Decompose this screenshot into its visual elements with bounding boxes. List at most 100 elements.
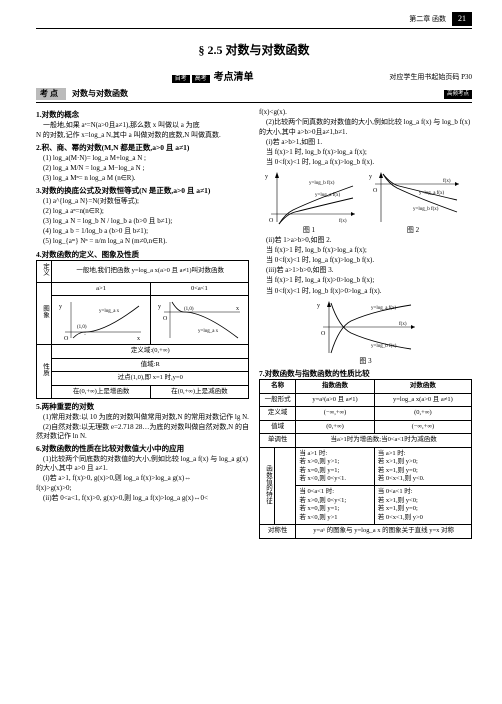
t2-r2a: 定义域 (260, 407, 296, 420)
divider (36, 28, 472, 29)
h3: 3.对数的换底公式及对数恒等式(N 是正数,a>0 且 a≠1) (36, 186, 249, 196)
tbl1-img-l: 图象 (40, 305, 48, 318)
r-p9: 当 f(x)>1 时, log_a f(x)>0>log_b f(x); (259, 276, 472, 285)
tbl1-def: 一般地,我们把函数 y=log_a x(a>0 且 a≠1)叫对数函数 (52, 261, 249, 282)
svg-text:x: x (137, 336, 140, 342)
charts-1-2: y O y=log_b f(x) y=log_a f(x) f(x) 图 1 y… (259, 168, 472, 235)
svg-text:y=log_a x: y=log_a x (198, 329, 219, 334)
tbl1-prop-l: 性质 (40, 363, 48, 376)
tbl1-range: 值域:R (52, 358, 249, 371)
tbl1-a1: a>1 (52, 282, 150, 295)
svg-text:O: O (373, 188, 378, 194)
t2-r6a: 对称性 (260, 525, 296, 538)
p6d: (ii)若 0<a<1, f(x)>0, g(x)>0,则 log_a f(x)… (36, 494, 249, 503)
t2-r5c: 当 a>1 时: 若 x>1,则 y>0; 若 x=1,则 y=0; 若 0<x… (374, 447, 471, 486)
p5b: (2)自然对数:以无理数 e=2.718 28…为底的对数叫做自然对数,N 的自… (36, 423, 249, 441)
r-p7: 当 0<f(x)<1 时, log_a f(x)>log_b f(x). (259, 256, 472, 265)
p3c: (3) log_a N = log_b N / log_b a (b>0 且 b… (36, 217, 249, 226)
t2-r5b: 当 a>1 时: 若 x>0,则 y>1; 若 x=0,则 y=1; 若 x<0… (296, 447, 374, 486)
chart-3-wrap: y O y=log_a f(x) y=log_b f(x) f(x) 图 3 (259, 297, 472, 366)
fig2-label: 图 2 (363, 226, 463, 235)
p3d: (4) log_a b = 1/log_b a (b>0 且 b≠1); (36, 227, 249, 236)
subtitle-text: 考点清单 (214, 72, 254, 83)
tbl1-a2: 0<a<1 (150, 282, 248, 295)
page-header: 第二章 函数 21 (36, 12, 472, 26)
chapter-label: 第二章 函数 (409, 15, 446, 24)
chart-3: y O y=log_a f(x) y=log_b f(x) f(x) 图 3 (311, 297, 421, 366)
left-column: 1.对数的概念 一般地,如果 aˣ=N(a>0且a≠1),那么数 x 叫做以 a… (36, 107, 249, 538)
svg-text:y=log_a f(x): y=log_a f(x) (315, 193, 341, 198)
p5a: (1)常用对数:以 10 为底的对数叫做常用对数,N 的常用对数记作 lg N. (36, 413, 249, 422)
h6: 6.对数函数的性质在比较对数值大小中的应用 (36, 444, 249, 454)
r-p6: 当 f(x)>1 时, log_b f(x)>log_a f(x); (259, 246, 472, 255)
svg-text:O: O (163, 316, 168, 322)
t2-r1c: y=log_a x(a>0 且 a≠1) (374, 393, 471, 406)
tbl1-def-l: 定义 (40, 263, 48, 276)
section-tab: 考 点 (36, 88, 66, 100)
h4: 4.对数函数的定义、图象及性质 (36, 250, 249, 260)
r-p4: 当 0<f(x)<1 时, log_a f(x)>log_b f(x). (259, 158, 472, 167)
p6b: (i)若 a>1, f(x)>0, g(x)>0,则 log_a f(x)>lo… (36, 474, 249, 483)
t2-r5e: 当 0<a<1 时: 若 x>1,则 y<0; 若 x=1,则 y=0; 若 0… (374, 486, 471, 525)
t2-r3b: (0,+∞) (296, 420, 374, 433)
content-columns: 1.对数的概念 一般地,如果 aˣ=N(a>0且a≠1),那么数 x 叫做以 a… (36, 107, 472, 538)
svg-text:y: y (158, 304, 161, 310)
fig3-label: 图 3 (311, 357, 421, 366)
p3b: (2) log_a aⁿ=n(n∈R); (36, 207, 249, 216)
svg-text:(1,0): (1,0) (77, 325, 87, 330)
svg-text:y=log_a x: y=log_a x (99, 309, 120, 314)
t2-r5a: 函数值的特征 (263, 465, 271, 504)
svg-text:y: y (59, 304, 62, 310)
t2-r1a: 一般形式 (260, 393, 296, 406)
t2-r4a: 单调性 (260, 434, 296, 447)
t2-r6b: y=aˣ 的图象与 y=log_a x 的图象关于直线 y=x 对称 (296, 525, 472, 538)
t2-r5d: 当 0<a<1 时: 若 x>0,则 0<y<1; 若 x=0,则 y=1; 若… (296, 486, 374, 525)
svg-text:O: O (269, 218, 274, 224)
svg-text:f(x): f(x) (339, 219, 347, 224)
p2a: (1) log_a(M·N)= log_a M+log_a N ; (36, 154, 249, 163)
r-p0: f(x)<g(x). (259, 108, 472, 117)
r-p1: (2)比较两个同真数的对数值的大小,例如比较 log_a f(x) 与 log_… (259, 118, 472, 136)
r-p8: (iii)若 a>1>b>0,如图 3. (259, 266, 472, 275)
subtitle-pageref: 对应学生用书起始页码 P30 (389, 73, 472, 82)
t2-r3c: (−∞,+∞) (374, 420, 471, 433)
h5: 5.两种重要的对数 (36, 402, 249, 412)
badge-2: 高考 (192, 75, 210, 83)
p3a: (1) a^{log_a N}=N(对数恒等式); (36, 197, 249, 206)
svg-text:f(x): f(x) (399, 322, 407, 327)
t2-c2: 指数函数 (296, 380, 374, 393)
t2-r3a: 值域 (260, 420, 296, 433)
svg-text:y: y (265, 174, 268, 180)
p6a: (1)比较两个同底数的对数值的大小,例如比较 log_a f(x) 与 log_… (36, 455, 249, 473)
badge-1: 自考 (172, 75, 190, 83)
svg-text:x: x (236, 306, 239, 312)
p1a: 一般地,如果 aˣ=N(a>0且a≠1),那么数 x 叫做以 a 为底 (36, 121, 249, 130)
tbl1-mono1: 在(0,+∞)上是增函数 (52, 385, 150, 398)
svg-text:y=log_a f(x): y=log_a f(x) (419, 191, 445, 196)
section-name: 对数与对数函数 (72, 89, 128, 99)
svg-text:y=log_b f(x): y=log_b f(x) (309, 181, 335, 186)
p6c: f(x)>g(x)>0; (36, 484, 249, 493)
svg-text:y=log_a f(x): y=log_a f(x) (371, 306, 397, 311)
section-header: 考 点 对数与对数函数 高频考点 (36, 88, 472, 103)
h1: 1.对数的概念 (36, 110, 249, 120)
tbl1-domain: 定义域:(0,+∞) (52, 345, 249, 358)
tbl1-pt: 过点(1,0),即 x=1 时,y=0 (52, 372, 249, 385)
r-p5: (ii)若 1>a>b>0,如图 2. (259, 236, 472, 245)
tbl1-graph2: y x O y=log_a x (1,0) (150, 296, 248, 345)
p2c: (3) log_a Mⁿ= n log_a M (n∈R). (36, 174, 249, 183)
chart-2: y O y=log_a f(x) y=log_b f(x) f(x) 图 2 (363, 168, 463, 235)
tbl1-graph1: y x O y=log_a x (1,0) (52, 296, 150, 345)
right-column: f(x)<g(x). (2)比较两个同真数的对数值的大小,例如比较 log_a … (259, 107, 472, 538)
fig1-label: 图 1 (259, 226, 359, 235)
h2: 2.积、商、幂的对数(M,N 都是正数,a>0 且 a≠1) (36, 143, 249, 153)
t2-c1: 名称 (260, 380, 296, 393)
t2-r2b: (−∞,+∞) (296, 407, 374, 420)
p1b: N 的对数,记作 x=log_a N,其中 a 叫做对数的底数,N 叫做真数. (36, 131, 249, 140)
t2-c3: 对数函数 (374, 380, 471, 393)
svg-text:y=log_b f(x): y=log_b f(x) (413, 207, 439, 212)
page-number: 21 (452, 12, 472, 26)
svg-text:y=log_b f(x): y=log_b f(x) (371, 344, 397, 349)
p3e: (5) log_{aᵐ} Nⁿ = n/m log_a N (m≠0,n∈R). (36, 237, 249, 246)
r-p10: 当 0<f(x)<1 时, log_b f(x)>0>log_a f(x). (259, 287, 472, 296)
